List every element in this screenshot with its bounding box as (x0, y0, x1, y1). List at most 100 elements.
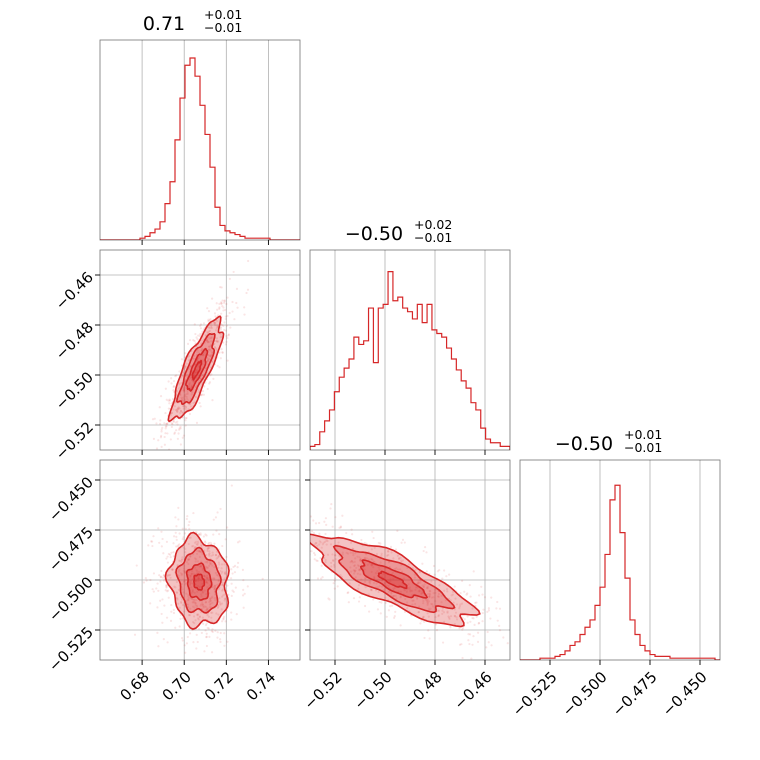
scatter-panel-1-2-point-201 (416, 597, 419, 600)
scatter-panel-0-2-point-37 (220, 567, 223, 570)
scatter-panel-1-2-xtick-label-1: −0.50 (351, 668, 396, 713)
scatter-panel-0-2-point-231 (177, 544, 180, 547)
scatter-panel-0-1-point-437 (179, 443, 182, 446)
scatter-panel-1-2-point-262 (351, 533, 354, 536)
scatter-panel-0-2-point-379 (206, 549, 209, 553)
scatter-panel-1-2-point-117 (422, 585, 425, 588)
scatter-panel-0-2-point-56 (207, 627, 210, 630)
scatter-panel-1-2-point-627 (352, 569, 355, 572)
scatter-panel-1-2-point-127 (302, 547, 304, 549)
scatter-panel-0-2-point-340 (205, 574, 209, 577)
scatter-panel-1-2-point-447 (403, 577, 406, 580)
scatter-panel-0-2-point-504 (207, 553, 210, 556)
scatter-panel-0-1-point-552 (231, 300, 234, 304)
scatter-panel-0-1-point-272 (209, 349, 213, 352)
scatter-panel-0-2-point-89 (206, 582, 209, 585)
scatter-panel-0-2-point-581 (192, 641, 195, 644)
scatter-panel-1-2-point-568 (442, 611, 446, 614)
scatter-panel-0-1-point-382 (211, 399, 214, 402)
scatter-panel-0-2-point-110 (179, 572, 182, 575)
scatter-panel-0-2-point-393 (213, 584, 217, 587)
scatter-panel-0-1-point-280 (165, 425, 168, 428)
scatter-panel-0-1-point-603 (179, 425, 182, 428)
scatter-panel-1-2-point-571 (461, 656, 464, 660)
scatter-panel-0-1-point-460 (188, 339, 192, 342)
hist-panel-2-xtick-label-0: −0.525 (509, 668, 561, 720)
scatter-panel-1-2-point-305 (380, 601, 383, 604)
scatter-panel-0-1-point-590 (220, 335, 223, 339)
scatter-panel-0-2-point-524 (207, 615, 211, 618)
scatter-panel-0-1-point-441 (210, 373, 213, 376)
scatter-panel-0-1-point-142 (208, 381, 212, 384)
scatter-panel-0-2-point-44 (233, 564, 237, 567)
scatter-panel-0-2-point-425 (230, 611, 233, 614)
scatter-panel-0-2-point-577 (230, 594, 233, 597)
scatter-panel-0-1-point-5 (194, 395, 197, 399)
scatter-panel-1-2-point-313 (330, 565, 333, 568)
scatter-panel-0-2-point-452 (144, 576, 147, 580)
scatter-panel-1-2-point-613 (419, 581, 422, 584)
scatter-panel-0-1-point-435 (188, 412, 192, 416)
scatter-panel-1-2-point-178 (389, 580, 392, 583)
scatter-panel-0-1-point-225 (176, 410, 179, 413)
scatter-panel-0-2-point-192 (198, 550, 201, 553)
scatter-panel-1-2-point-88 (326, 539, 329, 543)
scatter-panel-0-1-contour-fill-3 (192, 360, 202, 380)
scatter-panel-0-1-point-236 (184, 424, 187, 427)
scatter-panel-0-2-point-509 (187, 595, 190, 598)
scatter-panel-0-2-point-172 (197, 613, 200, 616)
scatter-panel-0-2-point-323 (145, 579, 148, 582)
scatter-panel-1-2-point-468 (363, 580, 367, 583)
scatter-panel-0-2-point-358 (179, 600, 183, 604)
scatter-panel-1-2-point-467 (358, 568, 362, 571)
scatter-panel-1-2-point-41 (389, 577, 392, 581)
scatter-panel-1-2-point-90 (322, 541, 325, 544)
scatter-panel-0-1-point-187 (169, 438, 172, 441)
scatter-panel-0-1-point-237 (224, 315, 227, 318)
scatter-panel-0-2-point-416 (195, 568, 198, 572)
scatter-panel-0-1-point-637 (183, 397, 186, 401)
scatter-panel-1-2-point-403 (425, 598, 428, 601)
scatter-panel-0-1-point-481 (179, 409, 183, 413)
hist-panel-2-xtick-2: −0.475 (609, 660, 661, 720)
hist-title-2: −0.50 +0.01−0.01 (555, 427, 662, 455)
scatter-panel-0-1-point-580 (199, 324, 202, 327)
scatter-panel-0-2-point-464 (195, 542, 198, 546)
scatter-panel-1-2-point-284 (367, 593, 370, 596)
scatter-panel-1-2-contour-fill-2 (360, 559, 428, 598)
scatter-panel-1-2-point-565 (452, 601, 455, 604)
scatter-panel-1-2-point-480 (467, 632, 470, 636)
scatter-panel-0-1-contour-fill-2 (185, 348, 208, 391)
scatter-panel-1-2-point-323 (455, 603, 459, 606)
scatter-panel-0-2-point-413 (207, 541, 211, 545)
scatter-panel-0-1-point-259 (226, 336, 229, 340)
scatter-panel-1-2-contour-2 (359, 559, 429, 599)
scatter-panel-1-2-point-408 (365, 557, 368, 560)
scatter-panel-1-2-point-369 (463, 590, 466, 593)
scatter-panel-1-2-point-149 (412, 599, 415, 602)
scatter-panel-0-1-point-606 (196, 338, 199, 341)
scatter-panel-1-2-point-380 (422, 602, 425, 605)
scatter-panel-1-2-point-367 (392, 557, 395, 560)
scatter-panel-1-2-point-83 (426, 601, 429, 604)
scatter-panel-1-2-point-340 (423, 636, 426, 640)
scatter-panel-0-2-point-466 (205, 609, 209, 612)
scatter-panel-0-2-point-586 (162, 579, 165, 582)
scatter-panel-1-2-point-551 (392, 577, 395, 580)
scatter-panel-0-2-point-570 (170, 610, 173, 613)
scatter-panel-0-1-point-356 (184, 366, 187, 369)
scatter-panel-0-2-point-5 (160, 530, 163, 533)
scatter-panel-0-1-point-117 (197, 365, 200, 368)
scatter-panel-0-1-point-74 (164, 427, 167, 430)
scatter-panel-0-2-point-629 (184, 547, 187, 550)
scatter-panel-0-1-point-165 (172, 389, 175, 392)
scatter-panel-0-2-point-154 (179, 559, 182, 563)
scatter-panel-0-2-point-194 (209, 599, 212, 602)
hist-title-0-value: 0.71 (143, 13, 185, 35)
scatter-panel-0-2-point-537 (191, 589, 194, 592)
scatter-panel-0-1-point-539 (189, 364, 192, 368)
scatter-panel-0-2-ytick-3: −0.450 (45, 473, 100, 525)
scatter-panel-0-2-point-647 (175, 591, 178, 594)
scatter-panel-0-2-point-126 (197, 579, 200, 583)
scatter-panel-0-1-point-255 (197, 349, 200, 352)
